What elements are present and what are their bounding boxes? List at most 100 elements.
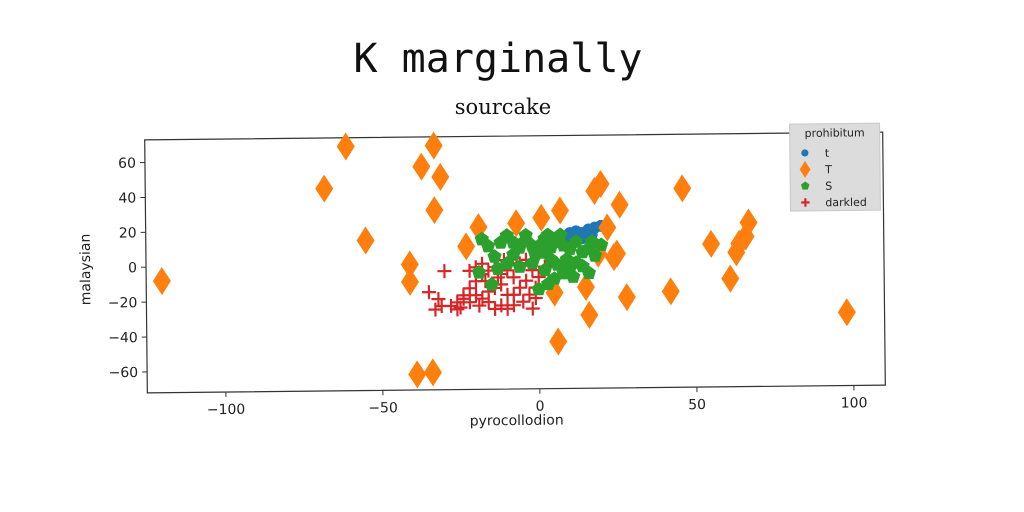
data-point [437, 264, 452, 279]
data-point [576, 273, 595, 302]
data-point [581, 265, 596, 280]
data-point [356, 226, 375, 255]
data-point [518, 227, 533, 242]
data-point [315, 174, 334, 203]
data-point [500, 301, 515, 316]
y-axis-label: malaysian [78, 234, 95, 306]
series-s [471, 227, 609, 296]
y-axis-ticks: −60 −40 −20 0 20 40 60 [108, 156, 148, 381]
data-point [591, 169, 610, 198]
chart-subtitle: sourcake [455, 95, 551, 119]
legend-item: S [800, 180, 832, 193]
data-point [471, 264, 487, 279]
legend-label: darkled [825, 196, 867, 209]
data-point [423, 358, 442, 387]
y-tick-label: −40 [108, 330, 138, 346]
data-point [610, 190, 629, 219]
data-point [512, 259, 527, 273]
data-point [532, 203, 551, 232]
data-point [412, 152, 431, 181]
data-point [421, 285, 436, 300]
data-point [551, 196, 569, 225]
plot-area: −100 −50 0 50 100 −60 −40 −20 0 20 40 60 pyrocollo… [78, 122, 886, 429]
x-axis-ticks: −100 −50 0 50 100 [207, 385, 868, 418]
data-point [506, 270, 521, 285]
x-tick-label: 100 [841, 395, 868, 411]
data-point [469, 288, 484, 303]
data-point [462, 295, 477, 310]
data-point [152, 267, 171, 296]
x-tick-label: −100 [207, 402, 246, 418]
data-point [487, 249, 502, 263]
data-point [453, 300, 468, 315]
x-axis-label: pyrocollodion [470, 412, 564, 429]
data-marks [152, 131, 856, 389]
legend-box [789, 122, 881, 212]
data-point [400, 267, 419, 296]
y-tick-label: 20 [119, 225, 137, 241]
chart-title: K marginally [354, 36, 643, 82]
data-point [500, 287, 515, 302]
data-point [537, 262, 553, 277]
y-tick-label: 40 [118, 191, 136, 207]
data-point [598, 213, 617, 242]
legend-marker [800, 181, 810, 190]
legend-item: t [801, 147, 830, 160]
data-point [580, 300, 599, 329]
data-point [541, 276, 556, 291]
data-point [721, 264, 740, 293]
data-point [702, 229, 721, 258]
legend-title: prohibitum [805, 126, 865, 140]
x-tick-label: −50 [368, 400, 398, 416]
y-tick-label: −60 [109, 365, 139, 381]
data-point [472, 298, 487, 313]
data-point [507, 209, 526, 238]
data-point [739, 208, 758, 237]
legend-marker [799, 161, 811, 178]
x-tick-label: 0 [536, 399, 545, 415]
legend-label: t [825, 147, 830, 160]
data-point [585, 177, 604, 205]
data-point [424, 131, 443, 160]
y-tick-label: 60 [118, 156, 136, 172]
data-point [462, 281, 477, 296]
data-point [519, 273, 534, 288]
y-tick-label: −20 [108, 295, 138, 311]
data-point [837, 298, 856, 327]
series-darkled [421, 252, 552, 317]
legend-marker [801, 198, 810, 207]
data-point [528, 246, 543, 261]
data-point [475, 291, 490, 306]
data-point [604, 243, 623, 272]
data-point [512, 280, 527, 295]
data-point [553, 227, 568, 242]
data-point [490, 261, 505, 275]
data-point [587, 248, 603, 262]
data-point [584, 234, 599, 248]
data-point [525, 301, 540, 316]
data-point [673, 174, 692, 203]
legend-item: T [799, 161, 832, 178]
data-point [456, 288, 471, 303]
data-point [736, 222, 755, 251]
data-point [425, 196, 444, 225]
data-point [494, 298, 509, 313]
data-point [444, 298, 459, 313]
y-tick-label: 0 [128, 260, 137, 276]
data-point [549, 327, 568, 356]
data-point [617, 283, 636, 312]
legend-label: S [825, 180, 832, 193]
data-point [488, 301, 503, 316]
data-point [431, 162, 450, 191]
legend-item: darkled [801, 196, 867, 209]
data-point [730, 229, 749, 258]
legend-marker [801, 149, 809, 157]
legend-label: T [824, 163, 832, 176]
data-point [400, 250, 419, 279]
data-point [559, 251, 574, 266]
data-point [408, 360, 427, 389]
data-point [431, 292, 446, 307]
data-point [531, 270, 546, 285]
